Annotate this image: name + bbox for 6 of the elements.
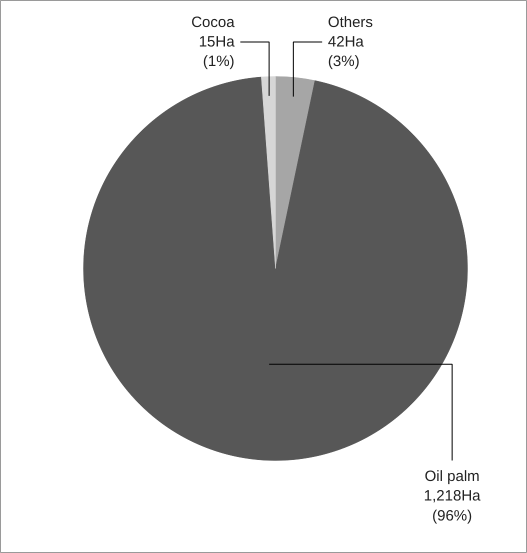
slice-label: Cocoa <box>191 14 236 31</box>
slice-label: Oil palm <box>424 468 480 486</box>
slice-label: Others <box>328 14 373 31</box>
data-label: 1,218Ha (96%) <box>424 488 482 524</box>
data-label: 42Ha (3%) <box>328 33 364 70</box>
data-label: 15Ha (1%) <box>198 33 236 70</box>
